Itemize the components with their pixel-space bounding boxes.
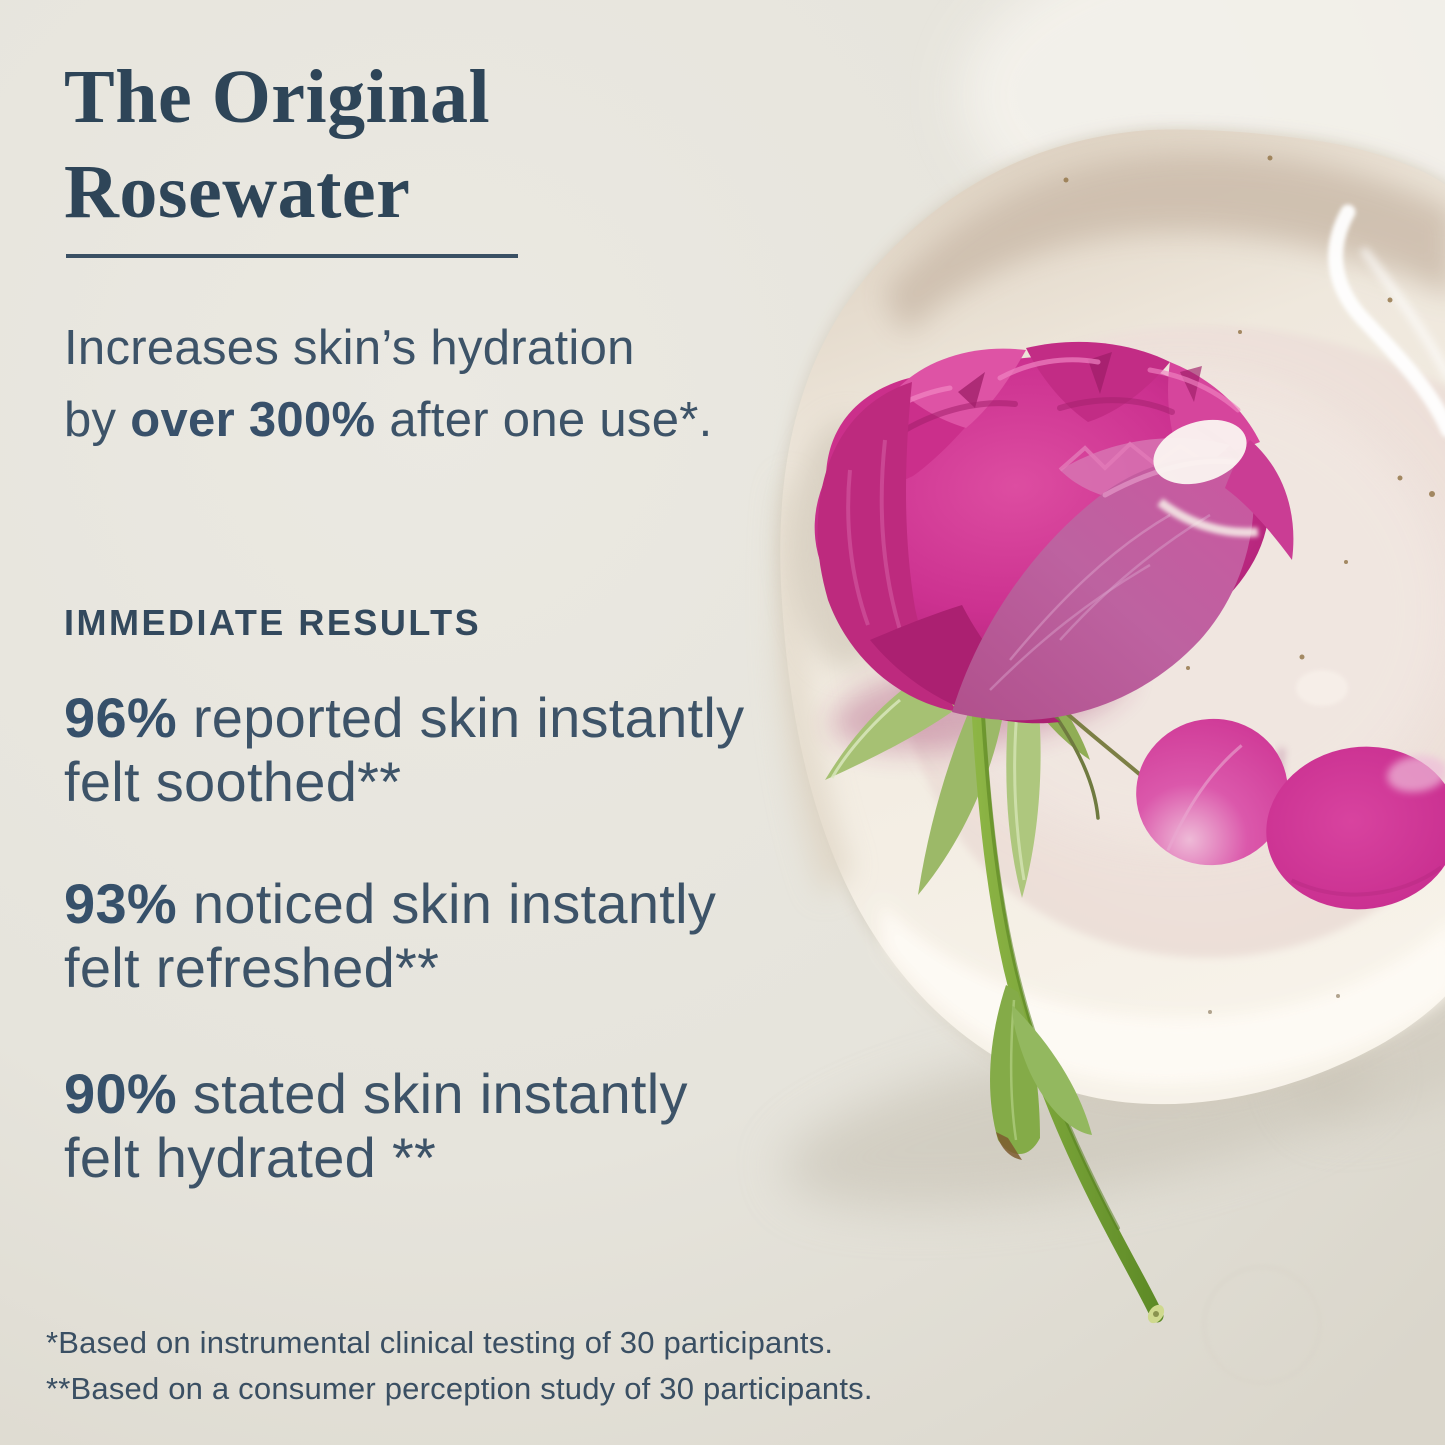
title-underline xyxy=(66,254,518,258)
footnote-perception: **Based on a consumer perception study o… xyxy=(46,1371,873,1406)
rose-bloom xyxy=(814,341,1294,724)
stat-hydrated: 90% stated skin instantly felt hydrated *… xyxy=(64,1062,784,1190)
stat-soothed-line2: felt soothed** xyxy=(64,750,402,813)
stat-refreshed-line2: felt refreshed** xyxy=(64,936,440,999)
rose-left-petal xyxy=(817,382,958,712)
stat-refreshed-text: noticed skin instantly xyxy=(176,872,717,935)
results-heading: IMMEDIATE RESULTS xyxy=(64,602,482,643)
stat-soothed: 96% reported skin instantly felt soothed*… xyxy=(64,686,784,814)
lede-line2-post: after one use*. xyxy=(375,393,713,447)
stat-refreshed-pct: 93% xyxy=(64,872,177,935)
gloss-highlight xyxy=(1328,204,1445,437)
page-title: The Original Rosewater xyxy=(64,50,490,240)
water-ring xyxy=(1202,1265,1322,1385)
stat-hydrated-text: stated skin instantly xyxy=(176,1062,688,1125)
loose-petal-left xyxy=(1136,718,1288,866)
lede-text: Increases skin’s hydration by over 300% a… xyxy=(64,312,713,456)
footnote-clinical: *Based on instrumental clinical testing … xyxy=(46,1325,834,1360)
rose-stem xyxy=(968,645,1165,1324)
stat-refreshed: 93% noticed skin instantly felt refreshed… xyxy=(64,872,784,1000)
stat-hydrated-pct: 90% xyxy=(64,1062,177,1125)
lede-line1: Increases skin’s hydration xyxy=(64,321,635,375)
lede-highlight: over 300% xyxy=(130,393,376,447)
lede-line2-pre: by xyxy=(64,393,131,447)
footnotes: *Based on instrumental clinical testing … xyxy=(46,1320,873,1412)
loose-petal-right xyxy=(1266,746,1445,910)
page-title-line2: Rosewater xyxy=(64,150,411,234)
page-title-line1: The Original xyxy=(64,55,491,139)
stat-soothed-pct: 96% xyxy=(64,686,177,749)
stat-soothed-text: reported skin instantly xyxy=(176,686,745,749)
stem-leaves xyxy=(990,985,1092,1160)
water-droplet-highlight xyxy=(1153,419,1348,706)
dish-specks xyxy=(1063,155,1435,1014)
loose-petals xyxy=(1136,718,1445,910)
stat-hydrated-line2: felt hydrated ** xyxy=(64,1126,437,1189)
